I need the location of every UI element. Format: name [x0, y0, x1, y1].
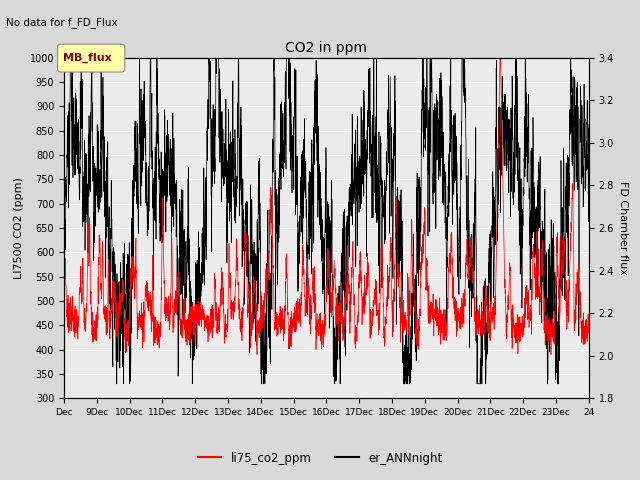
Title: CO2 in ppm: CO2 in ppm	[285, 41, 367, 55]
Text: No data for f_FD_Flux: No data for f_FD_Flux	[6, 17, 118, 28]
Legend: li75_co2_ppm, er_ANNnight: li75_co2_ppm, er_ANNnight	[193, 447, 447, 469]
Text: MB_flux: MB_flux	[63, 53, 111, 63]
Y-axis label: LI7500 CO2 (ppm): LI7500 CO2 (ppm)	[14, 177, 24, 279]
Y-axis label: FD Chamber flux: FD Chamber flux	[618, 181, 628, 275]
